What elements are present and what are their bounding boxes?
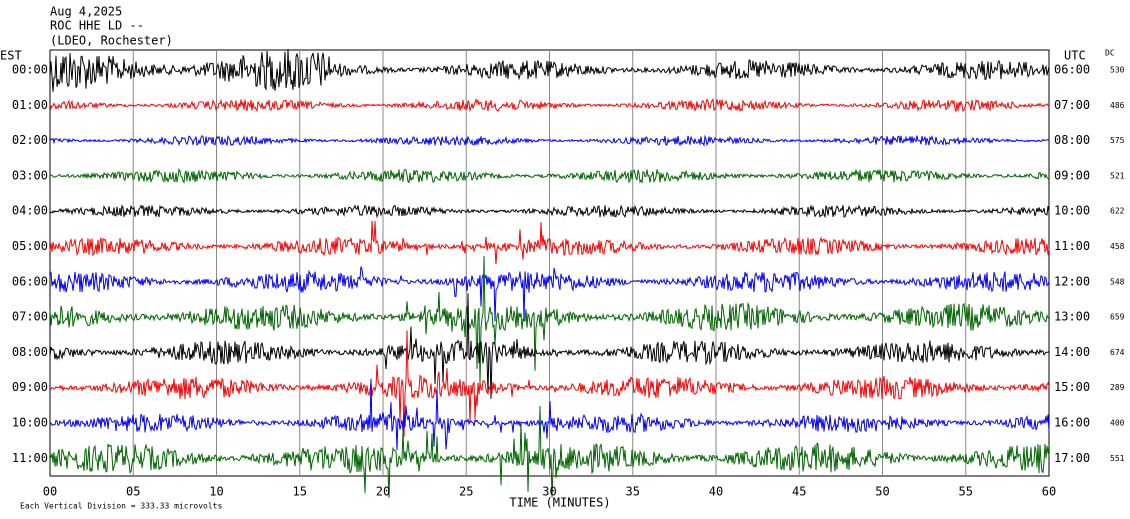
scale-note: Each Vertical Division = 333.33 microvol…	[20, 502, 222, 511]
utc-label: 17:00	[1054, 451, 1090, 465]
est-label: 08:00	[12, 345, 48, 359]
left-axis-label: EST	[0, 49, 22, 63]
est-label: 05:00	[12, 239, 48, 253]
x-tick-label: 20	[376, 485, 390, 499]
x-axis-label: TIME (MINUTES)	[509, 496, 610, 510]
dc-value: 659	[1110, 313, 1125, 322]
dc-value: 289	[1110, 383, 1125, 392]
utc-label: 16:00	[1054, 416, 1090, 430]
dc-value: 486	[1110, 101, 1125, 110]
right-axis-label: UTC	[1064, 49, 1086, 63]
x-tick-label: 30	[542, 485, 556, 499]
x-tick-label: 15	[293, 485, 307, 499]
dc-value: 400	[1110, 419, 1125, 428]
utc-label: 08:00	[1054, 133, 1090, 147]
utc-label: 15:00	[1054, 380, 1090, 394]
est-label: 07:00	[12, 310, 48, 324]
dc-value: 521	[1110, 171, 1125, 180]
est-label: 11:00	[12, 451, 48, 465]
utc-label: 14:00	[1054, 345, 1090, 359]
trace	[49, 49, 1050, 92]
utc-label: 07:00	[1054, 98, 1090, 112]
x-tick-label: 00	[43, 485, 57, 499]
utc-label: 10:00	[1054, 204, 1090, 218]
trace	[49, 220, 1050, 265]
dc-value: 530	[1110, 66, 1125, 75]
est-label: 06:00	[12, 274, 48, 288]
station: ROC HHE LD --	[50, 19, 144, 33]
x-tick-label: 40	[709, 485, 723, 499]
est-label: 02:00	[12, 133, 48, 147]
trace	[49, 266, 1050, 322]
est-label: 04:00	[12, 204, 48, 218]
dc-value: 458	[1110, 242, 1125, 251]
trace	[49, 134, 1050, 147]
est-label: 10:00	[12, 416, 48, 430]
x-tick-label: 35	[626, 485, 640, 499]
dc-value: 622	[1110, 207, 1125, 216]
trace	[49, 256, 1050, 385]
dc-value: 548	[1110, 277, 1125, 286]
trace	[49, 167, 1050, 184]
x-tick-label: 05	[126, 485, 140, 499]
utc-label: 11:00	[1054, 239, 1090, 253]
est-label: 01:00	[12, 98, 48, 112]
dc-value: 575	[1110, 136, 1125, 145]
dc-label: DC	[1105, 49, 1115, 58]
x-tick-label: 10	[209, 485, 223, 499]
date: Aug 4,2025	[50, 5, 122, 19]
trace	[49, 293, 1050, 399]
utc-label: 06:00	[1054, 63, 1090, 77]
dc-value: 551	[1110, 454, 1125, 463]
est-label: 09:00	[12, 380, 48, 394]
utc-label: 12:00	[1054, 274, 1090, 288]
trace	[49, 378, 1050, 451]
est-label: 00:00	[12, 63, 48, 77]
x-tick-label: 55	[959, 485, 973, 499]
location: (LDEO, Rochester)	[50, 34, 173, 48]
trace	[49, 330, 1050, 438]
x-tick-label: 60	[1042, 485, 1056, 499]
x-tick-label: 50	[875, 485, 889, 499]
utc-label: 09:00	[1054, 168, 1090, 182]
trace	[49, 204, 1050, 219]
x-tick-label: 25	[459, 485, 473, 499]
utc-label: 13:00	[1054, 310, 1090, 324]
trace	[49, 97, 1050, 113]
dc-value: 674	[1110, 348, 1125, 357]
est-label: 03:00	[12, 168, 48, 182]
x-tick-label: 45	[792, 485, 806, 499]
trace	[49, 405, 1050, 498]
